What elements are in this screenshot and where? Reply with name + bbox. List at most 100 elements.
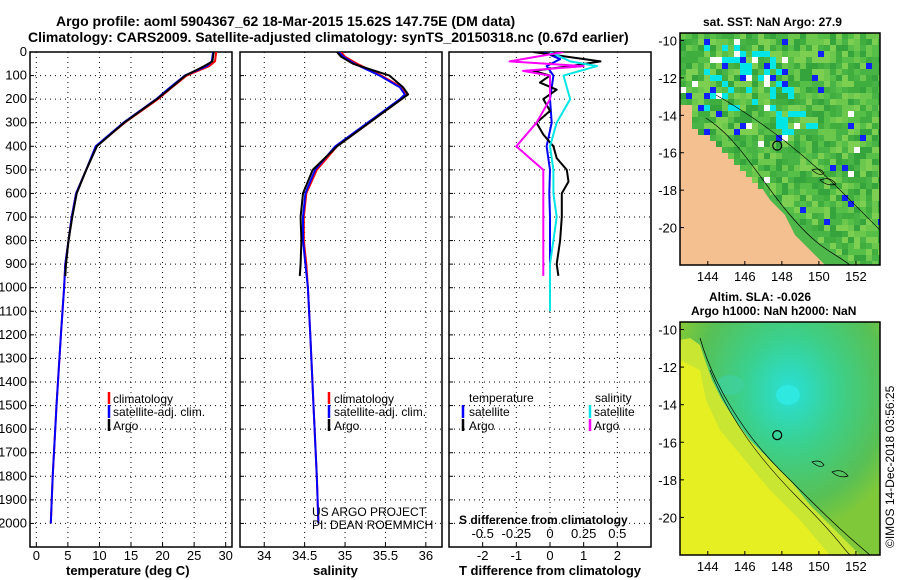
sst-pixel bbox=[746, 171, 752, 177]
sst-pixel bbox=[830, 33, 836, 39]
sst-pixel bbox=[716, 123, 722, 129]
sst-pixel bbox=[776, 81, 782, 87]
sst-pixel bbox=[812, 135, 818, 141]
sst-pixel bbox=[770, 57, 776, 63]
map-xtick-label: 148 bbox=[771, 269, 793, 284]
sst-pixel bbox=[782, 201, 788, 207]
sst-pixel bbox=[848, 243, 854, 249]
sst-pixel bbox=[734, 51, 740, 57]
sst-pixel bbox=[866, 207, 872, 213]
sst-pixel bbox=[746, 45, 752, 51]
sst-pixel bbox=[800, 165, 806, 171]
sst-pixel bbox=[818, 81, 824, 87]
sst-pixel bbox=[806, 213, 812, 219]
sst-pixel bbox=[830, 129, 836, 135]
sla-eddy-west bbox=[716, 375, 744, 395]
map-ytick-label: -16 bbox=[658, 435, 677, 450]
sst-pixel bbox=[860, 165, 866, 171]
sst-pixel bbox=[776, 57, 782, 63]
sst-pixel bbox=[872, 135, 878, 141]
sst-pixel bbox=[848, 39, 854, 45]
sst-pixel bbox=[806, 171, 812, 177]
sst-pixel bbox=[758, 165, 764, 171]
sst-pixel bbox=[800, 39, 806, 45]
salinity-axes-frame bbox=[239, 51, 443, 548]
sst-pixel bbox=[872, 201, 878, 207]
sst-pixel bbox=[800, 117, 806, 123]
sst-pixel bbox=[866, 117, 872, 123]
sst-pixel bbox=[770, 153, 776, 159]
sst-pixel bbox=[872, 231, 878, 237]
sst-pixels bbox=[680, 33, 880, 265]
salinity-lines bbox=[298, 52, 410, 524]
sst-pixel bbox=[842, 39, 848, 45]
sst-pixel bbox=[872, 45, 878, 51]
sst-pixel bbox=[842, 93, 848, 99]
sst-pixel bbox=[758, 45, 764, 51]
sst-pixel bbox=[848, 159, 854, 165]
top-xtick-label: 0.5 bbox=[608, 526, 626, 541]
sst-pixel bbox=[734, 135, 740, 141]
sst-pixel bbox=[836, 135, 842, 141]
sst-pixel bbox=[734, 39, 740, 45]
sst-pixel bbox=[812, 207, 818, 213]
sst-pixel bbox=[842, 147, 848, 153]
sst-pixel bbox=[746, 123, 752, 129]
sst-pixel bbox=[836, 99, 842, 105]
sst-pixel bbox=[746, 129, 752, 135]
sst-pixel bbox=[782, 69, 788, 75]
sst-pixel bbox=[794, 213, 800, 219]
sst-pixel bbox=[878, 225, 880, 231]
sst-pixel bbox=[866, 213, 872, 219]
sst-pixel bbox=[842, 177, 848, 183]
sst-pixel bbox=[746, 57, 752, 63]
sst-pixel bbox=[764, 141, 770, 147]
sst-pixel bbox=[794, 177, 800, 183]
sla-map-title-2: Argo h1000: NaN h2000: NaN bbox=[691, 304, 856, 318]
sst-pixel bbox=[872, 207, 878, 213]
map-xtick-label: 152 bbox=[845, 269, 867, 284]
salinity-legend: climatology satellite-adj. clim. Argo bbox=[327, 392, 426, 433]
legend-salinity-title: salinity bbox=[595, 391, 632, 405]
sst-pixel bbox=[776, 51, 782, 57]
sst-pixel bbox=[716, 81, 722, 87]
sst-pixel bbox=[698, 33, 704, 39]
sst-pixel bbox=[830, 171, 836, 177]
sst-pixel bbox=[740, 105, 746, 111]
sst-pixel bbox=[824, 141, 830, 147]
sst-pixel bbox=[824, 213, 830, 219]
sst-pixel bbox=[824, 219, 830, 225]
sst-pixel bbox=[722, 123, 728, 129]
sst-pixel bbox=[788, 153, 794, 159]
sst-pixel bbox=[818, 141, 824, 147]
sst-pixel bbox=[830, 177, 836, 183]
sst-pixel bbox=[800, 99, 806, 105]
sst-pixel bbox=[764, 177, 770, 183]
sst-pixel bbox=[740, 75, 746, 81]
sst-pixel bbox=[788, 63, 794, 69]
sst-pixel bbox=[758, 99, 764, 105]
sst-pixel bbox=[716, 33, 722, 39]
sst-pixel bbox=[848, 75, 854, 81]
sst-pixel bbox=[824, 99, 830, 105]
sst-pixel bbox=[770, 183, 776, 189]
sst-pixel bbox=[824, 63, 830, 69]
xtick-label: 5 bbox=[64, 548, 71, 563]
sst-pixel bbox=[800, 147, 806, 153]
sst-pixel bbox=[848, 231, 854, 237]
sst-pixel bbox=[782, 165, 788, 171]
sst-pixel bbox=[848, 189, 854, 195]
sst-pixel bbox=[860, 261, 866, 265]
sst-pixel bbox=[752, 57, 758, 63]
temperature-legend: climatology satellite-adj. clim. Argo bbox=[107, 392, 205, 433]
sst-pixel bbox=[800, 171, 806, 177]
sst-pixel bbox=[878, 189, 880, 195]
sst-pixel bbox=[812, 189, 818, 195]
sst-pixel bbox=[878, 135, 880, 141]
sst-pixel bbox=[848, 207, 854, 213]
sst-pixel bbox=[818, 135, 824, 141]
sst-pixel bbox=[752, 123, 758, 129]
sst-pixel bbox=[794, 45, 800, 51]
sst-pixel bbox=[764, 123, 770, 129]
sst-pixel bbox=[872, 81, 878, 87]
